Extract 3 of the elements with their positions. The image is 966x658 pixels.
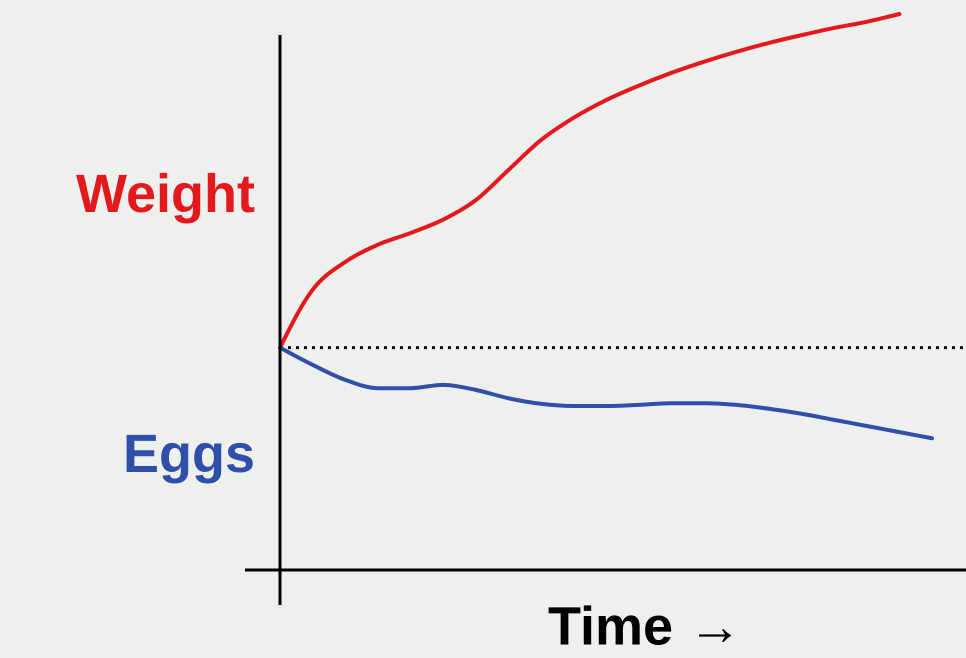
series-label: Eggs xyxy=(122,424,255,484)
x-axis-title: Time → xyxy=(548,596,742,656)
series-label: Weight xyxy=(76,164,256,224)
